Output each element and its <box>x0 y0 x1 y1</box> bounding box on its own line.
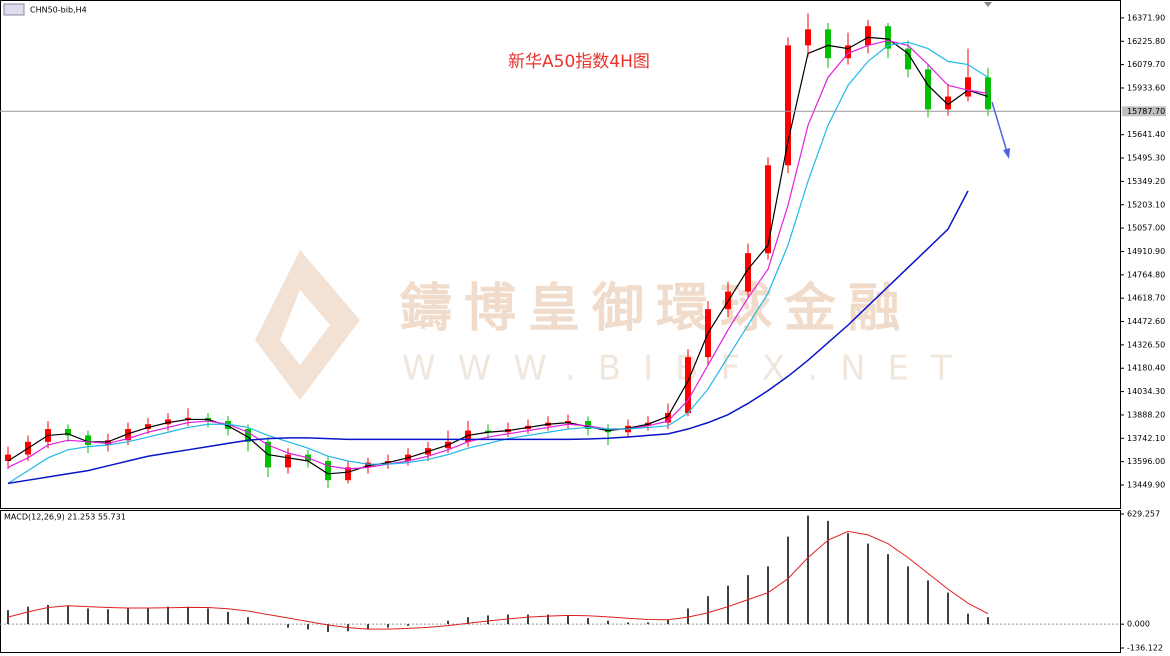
ma-line <box>7 36 989 475</box>
candle-body <box>125 429 131 441</box>
candle-body <box>165 419 171 425</box>
candle-body <box>465 430 471 442</box>
candle-body <box>565 421 571 423</box>
candle-body <box>185 417 191 420</box>
candle-body <box>105 440 111 446</box>
y-tick-label: 14764.80 <box>1127 270 1165 279</box>
candle-body <box>145 424 151 430</box>
y-tick-label: 14618.70 <box>1127 294 1165 303</box>
candle-body <box>485 430 491 433</box>
candle-body <box>385 461 391 463</box>
candle-body <box>685 357 691 414</box>
candle-body <box>945 96 951 110</box>
candle-body <box>785 45 791 166</box>
candle-body <box>225 421 231 430</box>
y-tick-label: 16371.90 <box>1127 13 1165 22</box>
last-price-box <box>1122 106 1166 117</box>
y-tick-label: 13888.20 <box>1127 410 1165 419</box>
candle-body <box>965 77 971 97</box>
watermark-logo <box>255 250 360 400</box>
candle-body <box>85 435 91 446</box>
forecast-arrow <box>991 101 1008 153</box>
y-tick-label: 15057.00 <box>1127 224 1165 233</box>
candle-body <box>325 461 331 481</box>
candle-body <box>885 26 891 49</box>
macd-title: MACD(12,26,9) 21.253 55.731 <box>4 513 126 522</box>
y-tick-label: 16225.80 <box>1127 37 1165 46</box>
y-tick-label: 14910.90 <box>1127 247 1165 256</box>
watermark: 鑄博皇御環球金融 WWW.BIBFX.NET <box>255 250 974 400</box>
candle-body <box>345 467 351 481</box>
chart-title: 新华A50指数4H图 <box>508 52 650 72</box>
y-tick-label: 14326.50 <box>1127 340 1165 349</box>
candle-body <box>745 253 751 292</box>
candle-body <box>245 429 251 442</box>
watermark-text: 鑄博皇御環球金融 <box>399 279 912 339</box>
y-tick-label: 14180.40 <box>1127 364 1165 373</box>
y-tick-label: 15641.40 <box>1127 130 1165 139</box>
last-price-label: 15787.70 <box>1127 107 1165 116</box>
shift-marker <box>984 2 992 7</box>
forecast-arrowhead <box>1003 148 1010 159</box>
watermark-url: WWW.BIBFX.NET <box>402 349 974 389</box>
ma-line <box>7 41 989 484</box>
y-tick-label: 15203.10 <box>1127 200 1165 209</box>
y-tick-label: 14472.60 <box>1127 317 1165 326</box>
candle-body <box>925 69 931 110</box>
ma-line <box>7 39 989 470</box>
candle-body <box>5 454 11 462</box>
candle-body <box>845 45 851 59</box>
macd-panel <box>0 510 1121 653</box>
y-tick-label: 15349.20 <box>1127 177 1165 186</box>
y-tick-label: 13449.90 <box>1127 480 1165 489</box>
candle-body <box>805 29 811 46</box>
signal-line <box>7 530 989 630</box>
y-tick-label: 15495.30 <box>1127 154 1165 163</box>
y-tick-label: 13742.10 <box>1127 434 1165 443</box>
candle-body <box>365 462 371 468</box>
y-tick-label: 0.000 <box>1127 620 1150 629</box>
symbol-icon <box>3 3 25 16</box>
candle-body <box>585 421 591 430</box>
candle-body <box>865 26 871 46</box>
candle-body <box>285 454 291 468</box>
y-tick-label: -136.122 <box>1127 644 1163 653</box>
ma-line <box>7 190 969 485</box>
candle-body <box>905 48 911 70</box>
candle-body <box>665 413 671 423</box>
y-tick-label: 16079.70 <box>1127 60 1165 69</box>
candle-body <box>825 29 831 59</box>
y-tick-label: 15933.60 <box>1127 83 1165 92</box>
y-tick-label: 629.257 <box>1127 510 1160 519</box>
candle-body <box>765 165 771 254</box>
symbol-label: CHN50-bib,H4 <box>30 6 87 15</box>
candle-body <box>65 429 71 436</box>
y-tick-label: 14034.30 <box>1127 387 1165 396</box>
y-tick-label: 13596.00 <box>1127 457 1165 466</box>
main-panel <box>0 0 1121 509</box>
